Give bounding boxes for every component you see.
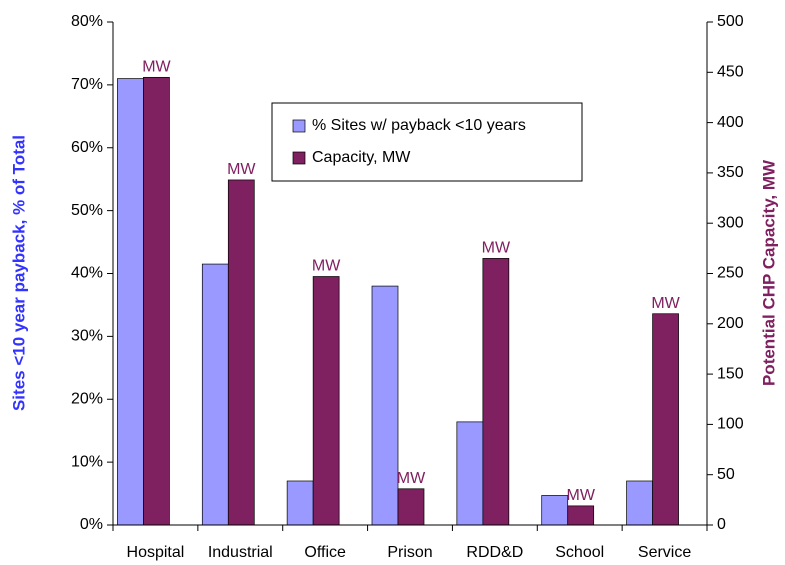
legend-label: Capacity, MW <box>312 149 411 166</box>
x-tick-label: Office <box>304 544 346 561</box>
bar <box>482 258 510 526</box>
y2-tick-label: 400 <box>717 114 744 131</box>
y-tick-label: 40% <box>71 265 103 282</box>
y-tick-label: 20% <box>71 390 103 407</box>
x-tick-label: Industrial <box>208 544 273 561</box>
bar <box>456 421 484 526</box>
y2-tick-label: 200 <box>717 315 744 332</box>
x-tick-label: Service <box>638 544 691 561</box>
bar <box>286 480 314 526</box>
bar <box>626 480 653 526</box>
x-tick-label: Hospital <box>127 544 185 561</box>
bar <box>652 313 679 526</box>
x-tick-label: School <box>555 544 604 561</box>
bar <box>397 488 425 526</box>
y-tick-label: 60% <box>71 139 103 156</box>
y2-tick-label: 450 <box>717 64 744 81</box>
data-label: MW <box>482 240 511 257</box>
bar <box>371 285 399 526</box>
bar <box>201 263 229 526</box>
y2-tick-label: 100 <box>717 416 744 433</box>
data-label: MW <box>397 470 426 487</box>
x-tick-label: RDD&D <box>466 544 523 561</box>
y2-tick-label: 50 <box>717 466 735 483</box>
y2-tick-label: 300 <box>717 214 744 231</box>
y2-axis-label: Potential CHP Capacity, MW <box>759 159 778 386</box>
bar <box>567 505 595 526</box>
data-label: MW <box>566 487 595 504</box>
y-tick-label: 80% <box>71 13 103 30</box>
data-label: MW <box>227 161 256 178</box>
y-tick-label: 0% <box>80 516 103 533</box>
bar <box>541 495 569 526</box>
bar <box>312 276 340 526</box>
legend-swatch <box>292 119 306 133</box>
data-label: MW <box>312 258 341 275</box>
data-label: MW <box>651 295 680 312</box>
bar <box>143 76 170 526</box>
y-tick-label: 30% <box>71 328 103 345</box>
data-label: MW <box>142 59 171 76</box>
y2-tick-label: 150 <box>717 365 744 382</box>
bar <box>117 78 144 526</box>
bar <box>227 179 255 526</box>
x-tick-label: Prison <box>387 544 432 561</box>
y2-tick-label: 350 <box>717 164 744 181</box>
y-tick-label: 10% <box>71 453 103 470</box>
y-tick-label: 50% <box>71 202 103 219</box>
legend-label: % Sites w/ payback <10 years <box>312 117 526 134</box>
y2-tick-label: 250 <box>717 265 744 282</box>
y2-tick-label: 0 <box>717 516 726 533</box>
y-tick-label: 70% <box>71 76 103 93</box>
y-axis-label: Sites <10 year payback, % of Total <box>9 135 28 411</box>
y2-tick-label: 500 <box>717 13 744 30</box>
legend-swatch <box>292 151 306 165</box>
legend <box>271 102 583 182</box>
